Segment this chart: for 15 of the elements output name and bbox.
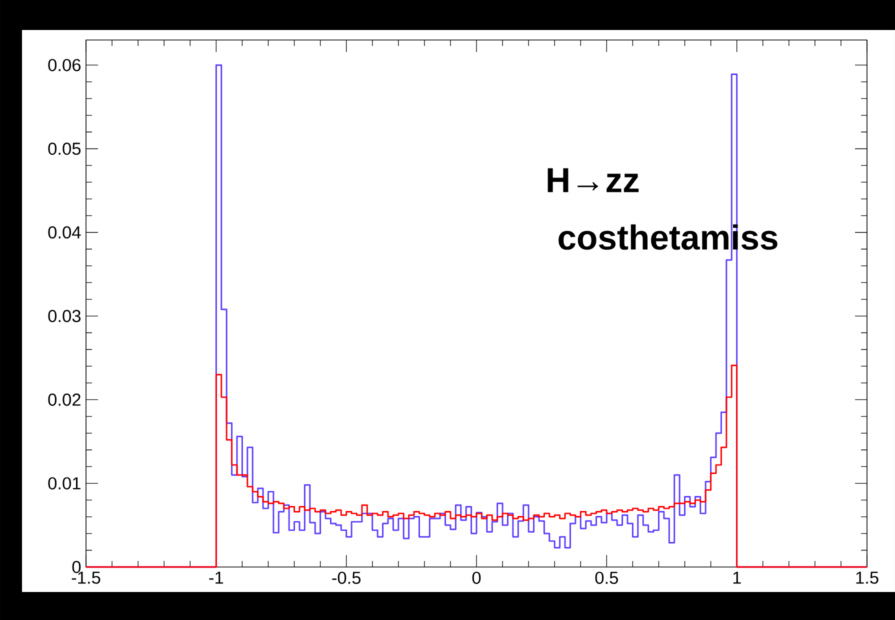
- x-tick-label: -1.5: [72, 572, 100, 584]
- x-tick-label: 0: [472, 572, 481, 584]
- y-tick-label: 0.06: [48, 58, 81, 72]
- y-tick-label: 0.05: [48, 142, 81, 155]
- x-tick-label: 1: [733, 572, 741, 584]
- x-tick-label: -0.5: [332, 572, 361, 584]
- y-tick-label: 0: [72, 560, 81, 574]
- annotation: H→zz: [548, 168, 639, 192]
- y-tick-label: 0.02: [48, 394, 80, 406]
- y-tick-label: 0.03: [48, 310, 81, 322]
- x-tick-label: 1.5: [856, 572, 878, 584]
- x-tick-label: 0.5: [595, 572, 618, 584]
- x-tick-label: -1: [209, 572, 224, 584]
- y-tick-label: 0.01: [48, 477, 80, 490]
- y-tick-label: 0.04: [48, 226, 81, 239]
